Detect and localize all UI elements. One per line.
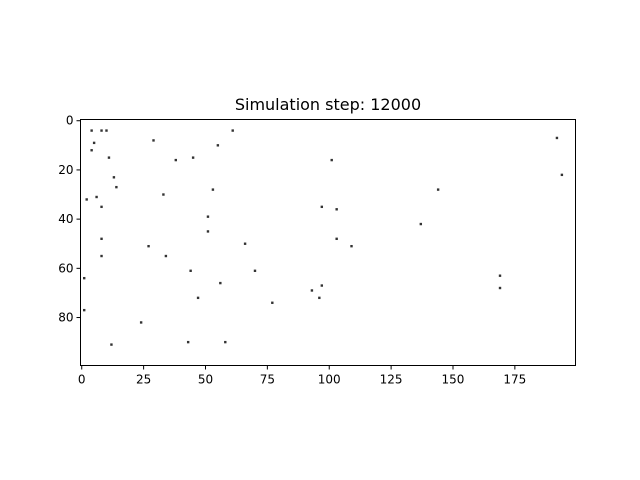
data-point [335, 208, 338, 211]
y-tick-label: 0 [66, 114, 74, 128]
data-point [320, 284, 324, 287]
y-tick-label: 60 [58, 261, 73, 275]
data-point [95, 195, 98, 199]
data-point [350, 244, 353, 248]
data-point [189, 269, 192, 272]
data-point [83, 308, 86, 312]
data-point [224, 340, 227, 344]
data-point [560, 173, 564, 177]
data-point [152, 139, 155, 142]
data-point [92, 141, 96, 145]
data-point [174, 158, 177, 162]
data-point [100, 254, 103, 258]
data-point [147, 244, 150, 248]
x-tick-label: 150 [442, 373, 465, 387]
x-axis: 0 25 50 75 100 125 150 175 [78, 365, 526, 387]
x-tick-label: 50 [198, 373, 213, 387]
data-point [320, 205, 324, 209]
data-point [83, 276, 86, 280]
data-point [112, 176, 116, 179]
data-point [436, 188, 440, 191]
data-point [498, 274, 502, 277]
x-tick-label: 75 [260, 373, 275, 387]
data-point [211, 188, 215, 191]
data-point [555, 136, 559, 140]
y-tick-label: 80 [58, 311, 73, 325]
data-point [206, 215, 210, 218]
x-tick-label: 125 [380, 373, 403, 387]
data-point [330, 158, 333, 162]
data-point [243, 242, 247, 245]
data-point [110, 343, 113, 346]
x-tick-label: 0 [78, 373, 86, 387]
chart-title: Simulation step: 12000 [235, 95, 421, 114]
data-point [253, 269, 257, 272]
data-point [90, 129, 93, 132]
data-point [196, 296, 200, 300]
data-point [100, 129, 103, 132]
data-point [219, 281, 222, 285]
data-point [162, 193, 165, 196]
data-point [115, 185, 118, 189]
data-point [318, 296, 321, 300]
data-points [83, 129, 564, 346]
y-tick-label: 40 [58, 212, 73, 226]
data-point [231, 129, 234, 132]
y-axis: 0 20 40 60 80 [58, 114, 81, 325]
x-tick-label: 175 [503, 373, 526, 387]
data-point [85, 198, 88, 201]
plot-frame [80, 119, 576, 366]
x-tick-label: 25 [136, 373, 151, 387]
data-point [107, 156, 111, 159]
data-point [186, 340, 190, 344]
data-point [191, 156, 195, 159]
data-point [105, 129, 108, 132]
data-point [206, 230, 210, 233]
data-point [90, 149, 93, 152]
y-tick-label: 20 [58, 163, 73, 177]
data-point [419, 222, 423, 226]
data-point [164, 254, 168, 258]
data-point [310, 289, 314, 292]
data-point [498, 286, 502, 290]
data-point [139, 321, 143, 324]
data-point [216, 144, 220, 147]
data-point [100, 205, 103, 209]
data-point [271, 301, 274, 304]
x-tick-label: 100 [318, 373, 341, 387]
data-point [335, 237, 338, 241]
data-point [100, 237, 103, 241]
